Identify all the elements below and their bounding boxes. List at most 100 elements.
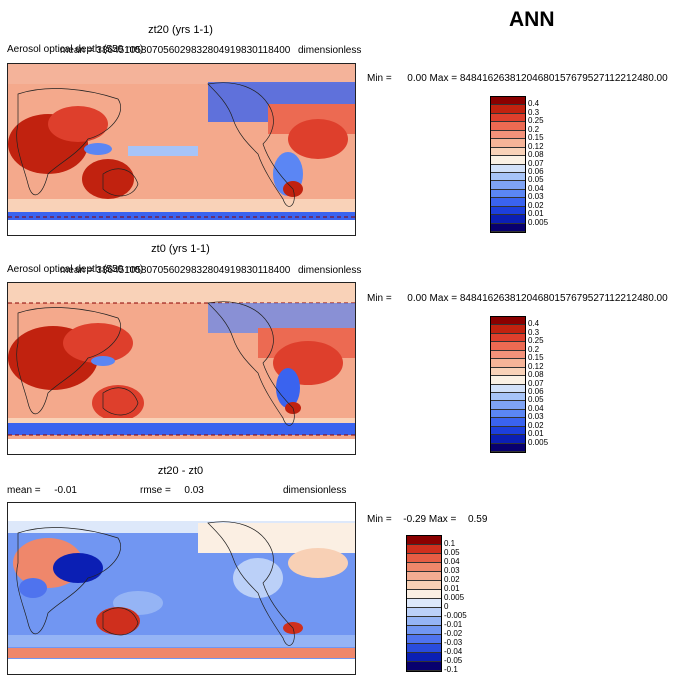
panel2-mean-label: mean = bbox=[60, 265, 94, 276]
colorbar-tick-label: 0.3 bbox=[528, 327, 540, 337]
colorbar-tick-label: 0.25 bbox=[528, 336, 544, 346]
panel2-units: dimensionless bbox=[298, 265, 362, 276]
colorbar-swatch bbox=[407, 590, 441, 599]
panel3-colorbar bbox=[406, 535, 442, 672]
colorbar-swatch bbox=[491, 215, 525, 224]
colorbar-tick-label: 0.15 bbox=[528, 133, 544, 143]
colorbar-swatch bbox=[407, 626, 441, 635]
colorbar-tick-label: -0.005 bbox=[444, 611, 467, 620]
colorbar-swatch bbox=[491, 333, 525, 343]
panel1-map-field bbox=[8, 64, 355, 235]
colorbar-swatch bbox=[491, 164, 525, 173]
colorbar-tick-label: -0.03 bbox=[444, 638, 463, 647]
panel2-map bbox=[7, 282, 356, 455]
colorbar-tick-label: 0.2 bbox=[528, 124, 540, 134]
panel1-title: zt20 (yrs 1-1) bbox=[148, 24, 213, 36]
panel3-mean-label: mean = bbox=[7, 485, 41, 496]
colorbar-tick-label: 0.06 bbox=[528, 386, 544, 396]
panel2-title: zt0 (yrs 1-1) bbox=[151, 243, 210, 255]
colorbar-swatch bbox=[491, 426, 525, 436]
colorbar-swatch bbox=[491, 198, 525, 207]
colorbar-swatch bbox=[491, 418, 525, 427]
panel1-map bbox=[7, 63, 356, 236]
colorbar-swatch bbox=[491, 435, 525, 444]
panel3-mean-value: -0.01 bbox=[54, 485, 77, 496]
panel1-colorbar-labels: 0.4 0.3 0.25 0.2 0.15 0.12 0.08 0.07 0.06 0.05 0.0… bbox=[528, 96, 568, 231]
colorbar-swatch bbox=[407, 653, 441, 662]
colorbar-tick-label: 0.06 bbox=[528, 166, 544, 176]
panel2-colorbar-labels: 0.4 0.3 0.25 0.2 0.15 0.12 0.08 0.07 0.06 0.05 0.0… bbox=[528, 316, 568, 451]
colorbar-tick-label: -0.05 bbox=[444, 656, 463, 665]
colorbar-swatch bbox=[491, 367, 525, 377]
colorbar-tick-label: 0.08 bbox=[528, 370, 544, 380]
colorbar-tick-label: -0.1 bbox=[444, 665, 458, 674]
panel3-title: zt20 - zt0 bbox=[157, 465, 204, 477]
colorbar-swatch bbox=[491, 317, 525, 326]
panel1-max-label: Max = bbox=[429, 73, 458, 84]
panel3-max-value: 0.59 bbox=[467, 514, 488, 525]
colorbar-tick-label: 0.07 bbox=[528, 378, 544, 388]
colorbar-swatch bbox=[407, 617, 441, 626]
colorbar-swatch bbox=[491, 189, 525, 199]
panel3-units: dimensionless bbox=[283, 485, 347, 496]
colorbar-swatch bbox=[407, 635, 441, 644]
colorbar-tick-label: 0.005 bbox=[444, 593, 465, 602]
colorbar-tick-label: 0.12 bbox=[528, 361, 544, 371]
colorbar-tick-label: 0.04 bbox=[528, 183, 544, 193]
colorbar-tick-label: 0.005 bbox=[528, 217, 549, 227]
colorbar-swatch bbox=[491, 97, 525, 106]
colorbar-tick-label: 0.02 bbox=[528, 420, 544, 430]
colorbar-swatch bbox=[491, 130, 525, 140]
colorbar-swatch bbox=[491, 392, 525, 402]
colorbar-swatch bbox=[491, 105, 525, 114]
colorbar-swatch bbox=[491, 342, 525, 351]
colorbar-tick-label: 0.03 bbox=[528, 192, 544, 202]
colorbar-tick-label: 0.4 bbox=[528, 99, 540, 109]
colorbar-tick-label: 0.05 bbox=[528, 395, 544, 405]
panel2-variable-label: Aerosol optical depth (550 nm) bbox=[7, 264, 144, 275]
colorbar-tick-label: -0.01 bbox=[444, 620, 463, 629]
colorbar-swatch bbox=[407, 581, 441, 590]
colorbar-swatch bbox=[407, 563, 441, 572]
colorbar-swatch bbox=[491, 113, 525, 123]
colorbar-tick-label: 0.01 bbox=[528, 209, 544, 219]
colorbar-swatch bbox=[407, 536, 441, 545]
panel1-min-label: Min = bbox=[367, 73, 392, 84]
colorbar-tick-label: 0.2 bbox=[528, 344, 540, 354]
colorbar-tick-label: -0.04 bbox=[444, 647, 463, 656]
panel2-mean-value: 38645105807056029832804919830118400 bbox=[96, 265, 291, 276]
colorbar-tick-label: 0.005 bbox=[528, 437, 549, 447]
panel3-map-field bbox=[8, 503, 355, 674]
colorbar-swatch bbox=[407, 554, 441, 563]
colorbar-swatch bbox=[491, 376, 525, 385]
colorbar-tick-label: 0.25 bbox=[528, 116, 544, 126]
panel2-max-value: 84841626381204680157679527112212480.00 bbox=[459, 293, 668, 304]
colorbar-swatch bbox=[491, 206, 525, 216]
colorbar-swatch bbox=[407, 662, 441, 671]
colorbar-tick-label: 0.04 bbox=[444, 557, 460, 566]
colorbar-tick-label: 0.03 bbox=[528, 412, 544, 422]
colorbar-swatch bbox=[491, 443, 525, 452]
colorbar-swatch bbox=[491, 122, 525, 131]
colorbar-tick-label: 0.03 bbox=[444, 566, 460, 575]
colorbar-tick-label: 0.12 bbox=[528, 141, 544, 151]
colorbar-swatch bbox=[407, 608, 441, 617]
panel1-mean-value: 38645105807056029832804919830118400 bbox=[96, 45, 291, 56]
colorbar-swatch bbox=[491, 223, 525, 232]
panel1-min-value: 0.00 bbox=[407, 73, 427, 84]
colorbar-tick-label: 0 bbox=[444, 602, 449, 611]
colorbar-tick-label: 0.01 bbox=[444, 584, 460, 593]
colorbar-tick-label: 0.1 bbox=[444, 539, 456, 548]
panel1-colorbar bbox=[490, 96, 526, 233]
panel3-rmse-label: rmse = bbox=[140, 485, 171, 496]
colorbar-swatch bbox=[491, 139, 525, 148]
panel1-units: dimensionless bbox=[298, 45, 362, 56]
season-label: ANN bbox=[509, 8, 555, 31]
colorbar-swatch bbox=[407, 644, 441, 653]
colorbar-tick-label: 0.02 bbox=[444, 575, 460, 584]
colorbar-tick-label: 0.4 bbox=[528, 319, 540, 329]
panel2-min-label: Min = bbox=[367, 293, 392, 304]
colorbar-swatch bbox=[407, 572, 441, 581]
panel1-variable-label: Aerosol optical depth (550 nm) bbox=[7, 44, 144, 55]
colorbar-swatch bbox=[407, 599, 441, 608]
